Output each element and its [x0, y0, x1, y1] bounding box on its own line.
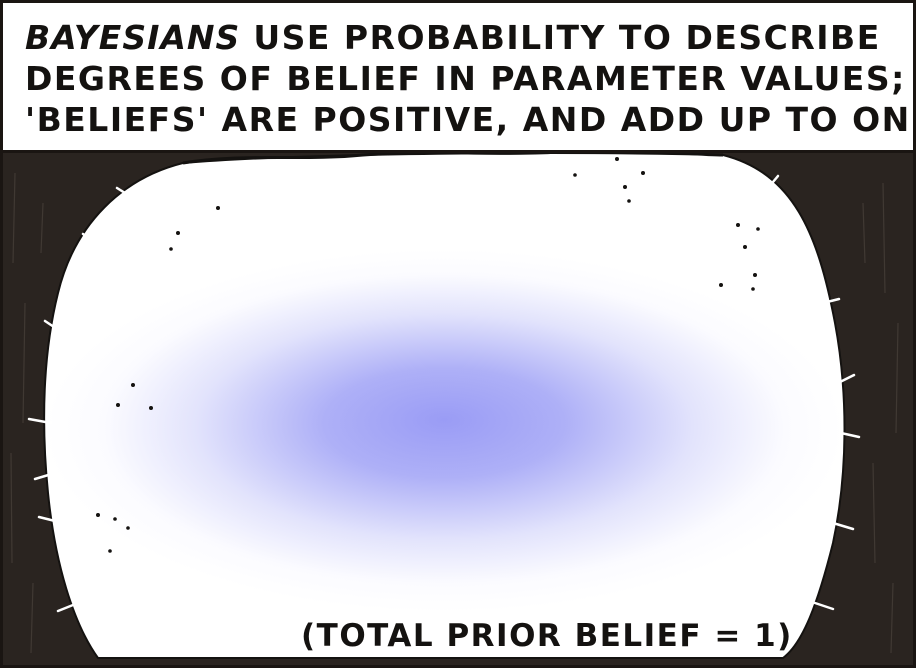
blob-fringe	[27, 174, 861, 613]
caption-emphasis: BAYESIANS	[25, 18, 241, 57]
caption-box: BAYESIANS USE PROBABILITY TO DESCRIBE DE…	[3, 3, 913, 153]
caption-line-1-rest: USE PROBABILITY TO DESCRIBE	[240, 18, 881, 57]
caption-line-2: DEGREES OF BELIEF IN PARAMETER VALUES;	[25, 59, 906, 98]
blob-shape	[43, 152, 846, 659]
background-texture	[10, 172, 899, 654]
caption-line-3: 'BELIEFS' ARE POSITIVE, AND ADD UP TO ON…	[25, 100, 916, 139]
caption-line-1: BAYESIANS USE PROBABILITY TO DESCRIBE	[25, 17, 891, 58]
total-prior-belief-label: (TOTAL PRIOR BELIEF = 1)	[301, 618, 793, 654]
blob-speckles	[96, 157, 760, 553]
